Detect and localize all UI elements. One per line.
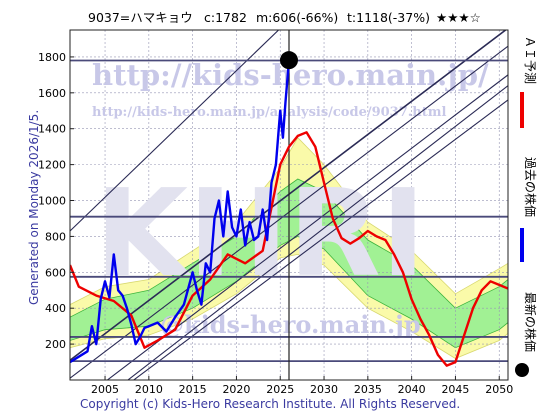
legend: ＡＩ予測 過去の株価 最新の株価 [515,36,538,377]
x-tick-label-2050: 2050 [485,383,513,396]
x-tick-label-2010: 2010 [135,383,163,396]
y-tick-label-800: 800 [45,230,66,243]
y-tick-label-1400: 1400 [38,123,66,136]
series-ai-forecast [70,131,508,367]
x-tick-label-2005: 2005 [91,383,119,396]
price-series [70,60,508,367]
x-tick-label-2035: 2035 [354,383,382,396]
generated-note: Generated on Monday 2026/1/5. [27,110,41,305]
target-price: t:1118(-37%) [347,10,430,25]
min-price: m:606(-66%) [256,10,338,25]
watermark-bottom: @kids-hero.main.jp [160,310,421,339]
channel-line-0 [70,30,280,232]
x-axis-ticks: 2005 2010 2015 2020 2025 2030 2035 2040 2045 2050 [91,376,513,396]
channel-line-4 [132,99,508,380]
x-tick-label-2040: 2040 [398,383,426,396]
x-tick-label-2015: 2015 [179,383,207,396]
current-price: c:1782 [204,10,247,25]
series-past-price [70,60,291,364]
latest-marker-layer [280,51,298,70]
legend-latest-price-marker [515,363,529,377]
legend-past-price-label: 過去の株価 [523,157,538,217]
band-green [70,178,508,349]
y-tick-label-1000: 1000 [38,195,66,208]
y-tick-label-600: 600 [45,266,66,279]
y-tick-label-400: 400 [45,302,66,315]
plot-frame [69,29,509,381]
y-tick-label-1200: 1200 [38,159,66,172]
y-tick-label-200: 200 [45,338,66,351]
grid [70,30,508,380]
y-tick-label-1800: 1800 [38,51,66,64]
x-tick-label-2045: 2045 [441,383,469,396]
latest-price-marker [280,51,298,70]
rating-stars: ★★★☆ [436,10,481,25]
watermark-url-sub: http://kids-hero.main.jp/analysis/code/9… [92,105,447,120]
x-tick-label-2030: 2030 [310,383,338,396]
y-tick-label-1600: 1600 [38,87,66,100]
legend-ai-forecast-label: ＡＩ予測 [523,36,537,84]
copyright-text: Copyright (c) Kids-Hero Research Institu… [80,397,460,411]
y-axis-ticks: 200 400 600 800 1000 1200 1400 1600 1800 [38,51,74,351]
legend-latest-price-label: 最新の株価 [523,292,538,352]
x-tick-label-2025: 2025 [266,383,294,396]
chart-header: 9037=ハマキョウ c:1782 m:606(-66%) t:1118(-37… [88,10,481,25]
x-tick-label-2020: 2020 [222,383,250,396]
stock-code-name: 9037=ハマキョウ [88,10,193,25]
